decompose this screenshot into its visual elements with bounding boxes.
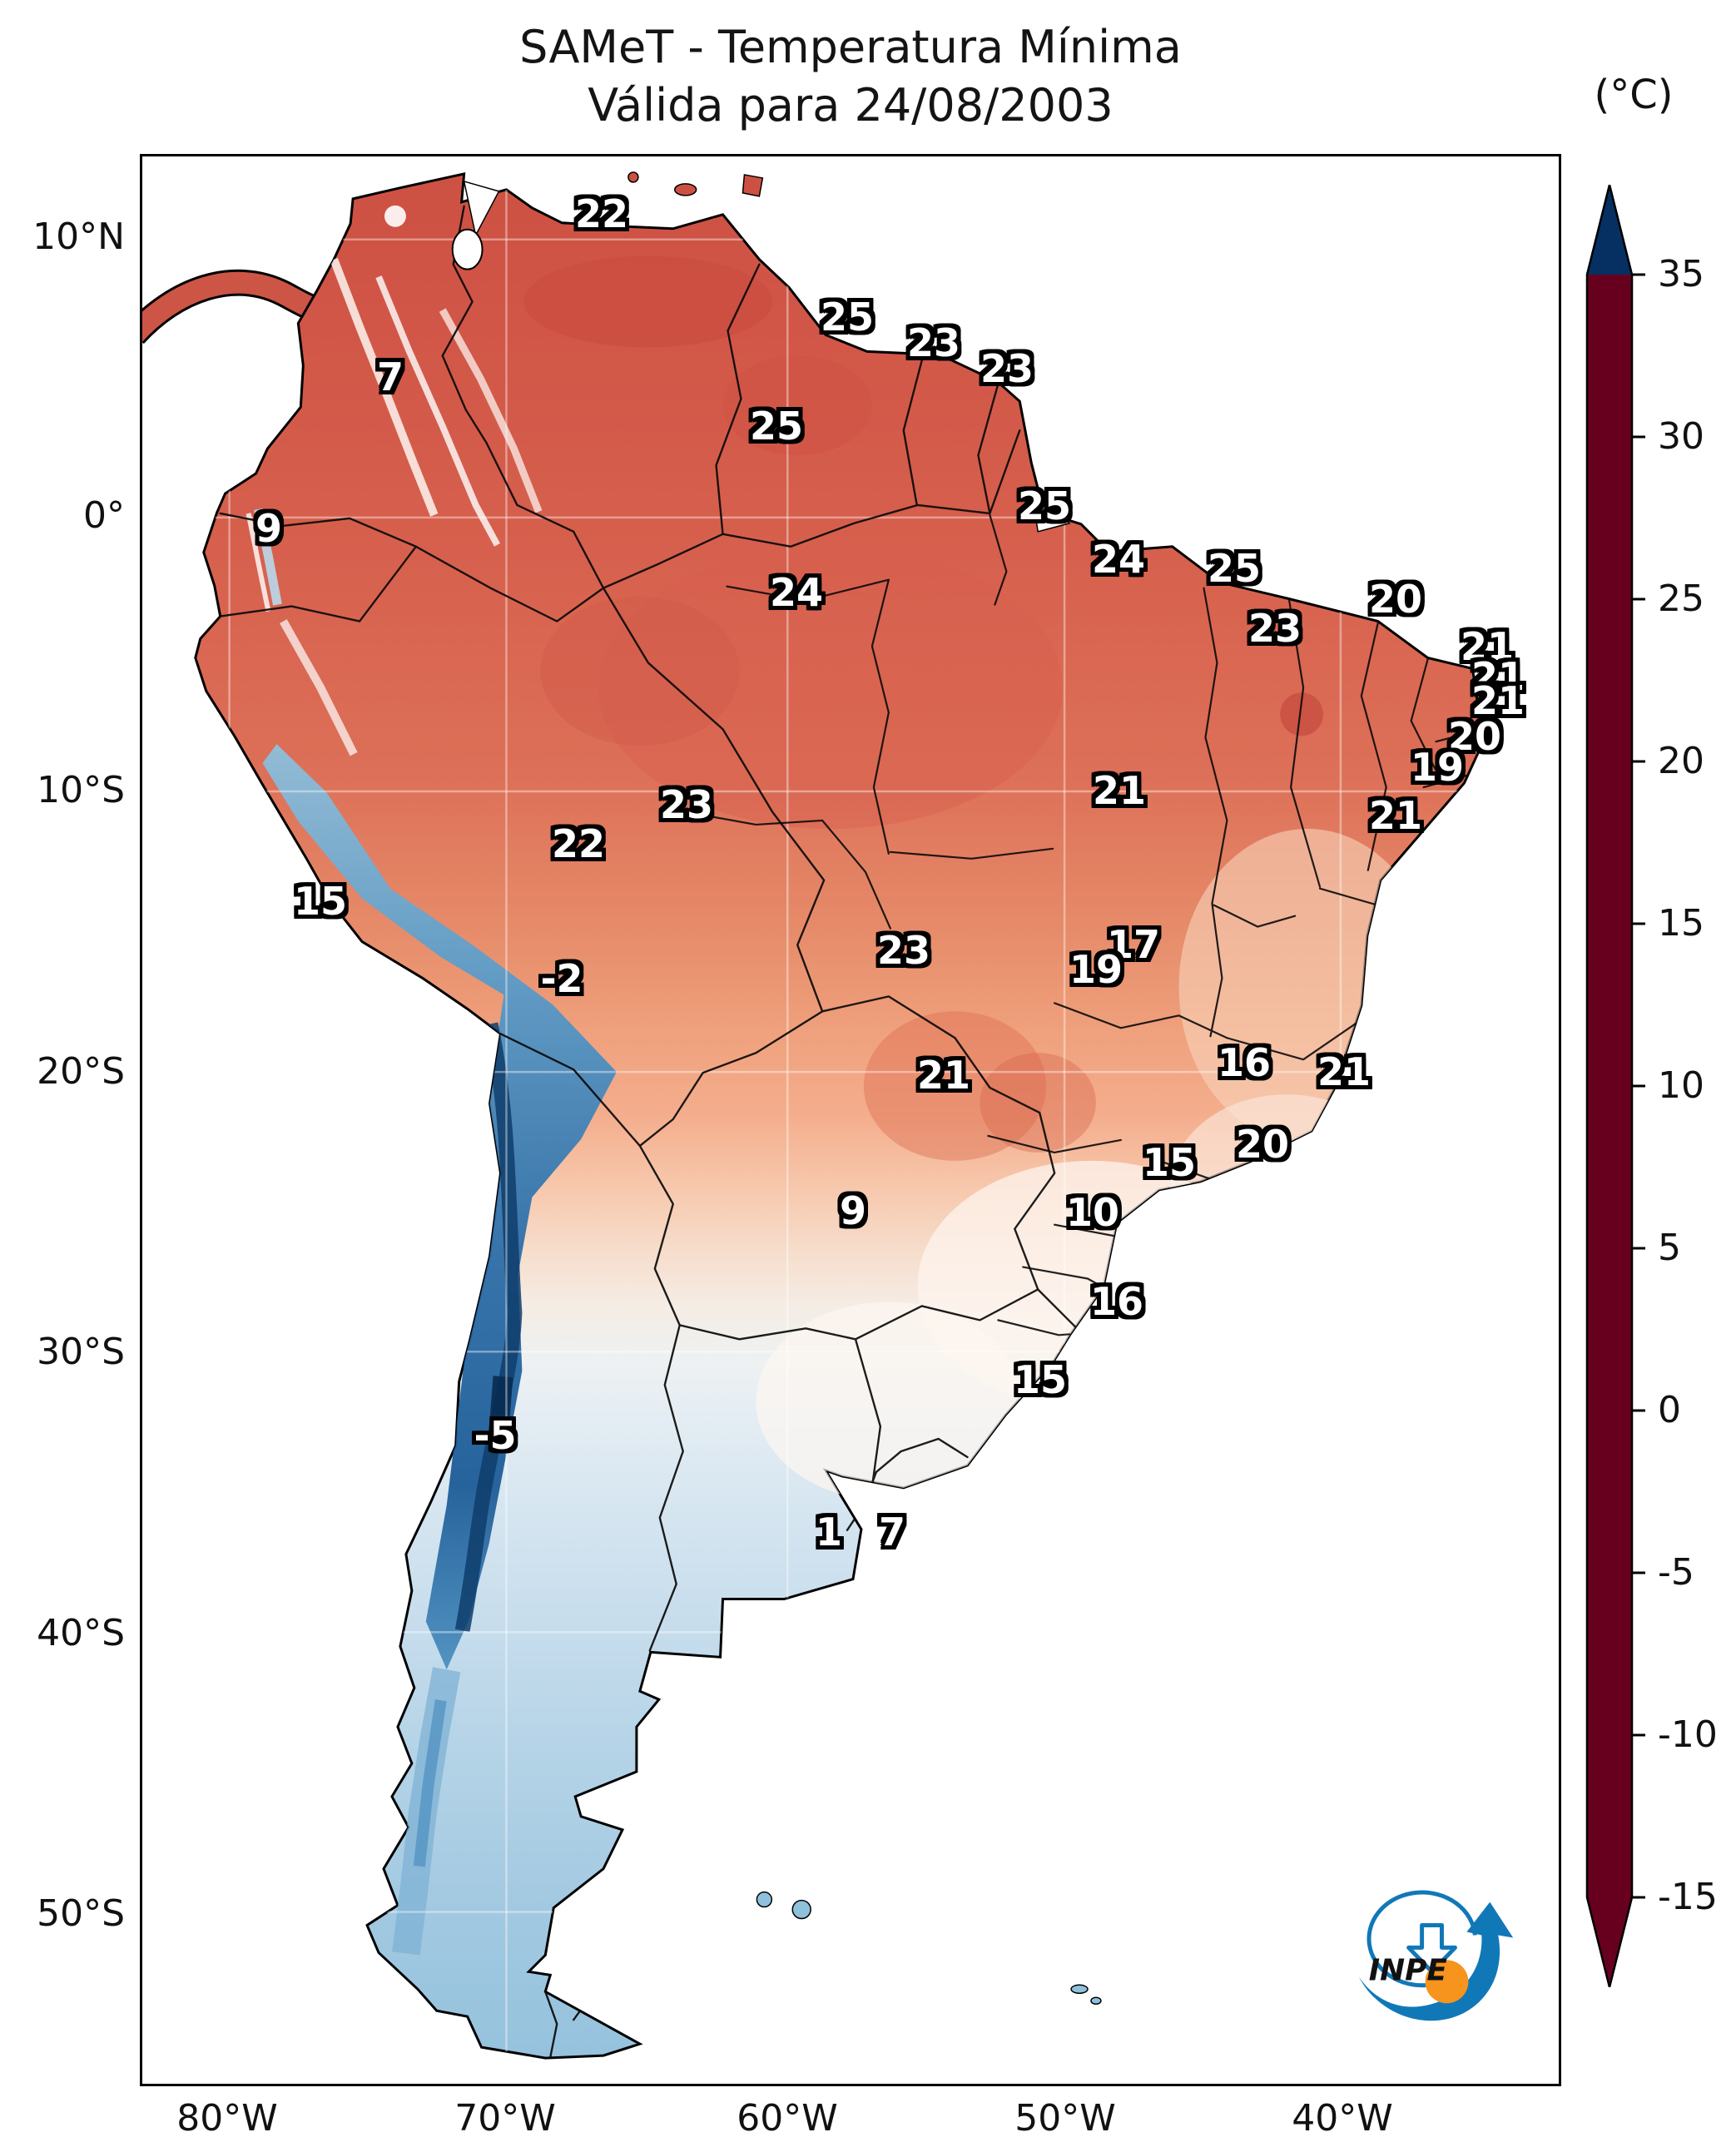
lon-tick-label: 60°W	[737, 2097, 838, 2140]
south-america-map: INPE	[142, 171, 1514, 2060]
colorbar	[1584, 184, 1650, 1988]
map-frame: INPE	[140, 154, 1561, 2086]
temperature-value-label: 22	[574, 191, 629, 236]
temperature-value-label: 23	[659, 782, 714, 827]
temperature-value-label: 15	[293, 879, 348, 924]
colorbar-tick-value: -10	[1658, 1713, 1718, 1756]
temperature-value-label: 22	[551, 821, 606, 866]
temperature-value-label: 10	[1065, 1190, 1120, 1235]
colorbar-tick-value: 30	[1658, 415, 1704, 458]
temperature-value-label: -5	[474, 1413, 517, 1458]
colorbar-tick-value: 25	[1658, 578, 1704, 620]
temperature-value-label: 25	[820, 295, 875, 340]
inpe-logo-text: INPE	[1369, 1953, 1448, 1987]
colorbar-tick-value: -15	[1658, 1876, 1718, 1918]
colorbar-unit: (°C)	[1594, 72, 1674, 118]
andes-cold-band	[262, 744, 617, 1670]
lat-tick-label: 0°	[83, 494, 125, 537]
colorbar-tick-value: 35	[1658, 253, 1704, 295]
title-line2: Válida para 24/08/2003	[588, 79, 1114, 132]
temperature-value-label: 23	[906, 320, 961, 365]
inpe-down-arrow-icon	[1406, 1923, 1457, 1974]
colorbar-tick-value: 5	[1658, 1227, 1681, 1269]
lat-tick-label: 10°S	[37, 769, 125, 811]
temperature-value-label: 15	[1142, 1140, 1197, 1185]
temperature-value-label: 19	[1410, 745, 1465, 790]
inpe-spiral	[1366, 1890, 1477, 1988]
colorbar-tick-marks	[1632, 273, 1645, 1899]
temperature-value-label: 24	[1091, 537, 1146, 582]
colorbar-bar	[1585, 184, 1634, 1988]
lon-tick-label: 40°W	[1292, 2097, 1393, 2140]
lake-maracaibo	[451, 180, 500, 270]
temperature-value-label: 17	[1106, 922, 1161, 967]
temperature-value-label: 20	[1447, 714, 1502, 759]
figure-title: SAMeT - Temperatura Mínima Válida para 2…	[140, 18, 1561, 135]
colorbar-tick-value: -5	[1658, 1551, 1694, 1594]
lon-tick-label: 70°W	[454, 2097, 556, 2140]
temperature-value-label: 16	[1089, 1279, 1144, 1324]
temperature-value-label: 21	[916, 1053, 971, 1098]
temperature-value-label: 25	[1017, 483, 1072, 528]
colorbar-tick-value: 15	[1658, 902, 1704, 945]
temperature-value-label: 19	[1069, 947, 1123, 992]
temperature-value-label: 21	[1368, 793, 1423, 838]
title-line1: SAMeT - Temperatura Mínima	[519, 21, 1182, 73]
temperature-value-label: 7	[878, 1510, 906, 1554]
temperature-value-label: 23	[980, 346, 1034, 391]
temperature-value-label: 21	[1471, 654, 1525, 699]
temperature-value-label: -2	[540, 956, 583, 1001]
lon-tick-label: 80°W	[176, 2097, 278, 2140]
temperature-value-label: 7	[376, 355, 404, 399]
inpe-logo: INPE	[1358, 1890, 1514, 2021]
temperature-value-label: 21	[1471, 678, 1525, 723]
lat-tick-label: 40°S	[37, 1612, 125, 1654]
temperature-value-label: 16	[1217, 1040, 1272, 1085]
inpe-orange-ball	[1425, 1960, 1469, 2004]
temperature-value-label: 20	[1235, 1122, 1290, 1167]
temperature-value-label: 21	[1317, 1049, 1371, 1094]
temperature-value-label: 23	[1247, 606, 1302, 651]
temperature-value-label: 23	[876, 928, 931, 973]
temperature-value-label: 25	[749, 404, 804, 449]
temperature-value-label: 24	[769, 570, 824, 615]
caribbean-islands	[627, 171, 764, 197]
lat-tick-label: 50°S	[37, 1892, 125, 1935]
temperature-value-label: 9	[839, 1188, 867, 1233]
temperature-value-label: 21	[1092, 768, 1147, 813]
colorbar-tick-value: 10	[1658, 1064, 1704, 1107]
lat-tick-label: 20°S	[37, 1050, 125, 1093]
colorbar-tick-value: 20	[1658, 740, 1704, 782]
lon-tick-label: 50°W	[1014, 2097, 1116, 2140]
amazon-mouth	[1030, 486, 1071, 533]
lat-tick-label: 10°N	[32, 216, 125, 258]
temperature-value-label: 25	[1207, 546, 1262, 591]
temperature-value-label: 15	[1013, 1357, 1068, 1402]
colorbar-tick-value: 0	[1658, 1389, 1681, 1431]
lat-tick-label: 30°S	[37, 1331, 125, 1373]
temperature-value-label: 1	[815, 1510, 843, 1554]
colorbar-svg	[1585, 184, 1645, 1988]
temperature-value-label: 21	[1460, 624, 1515, 669]
temperature-value-label: 9	[255, 506, 283, 551]
temperature-value-label: 20	[1368, 577, 1423, 622]
south-atlantic-islands	[756, 1891, 1102, 2005]
